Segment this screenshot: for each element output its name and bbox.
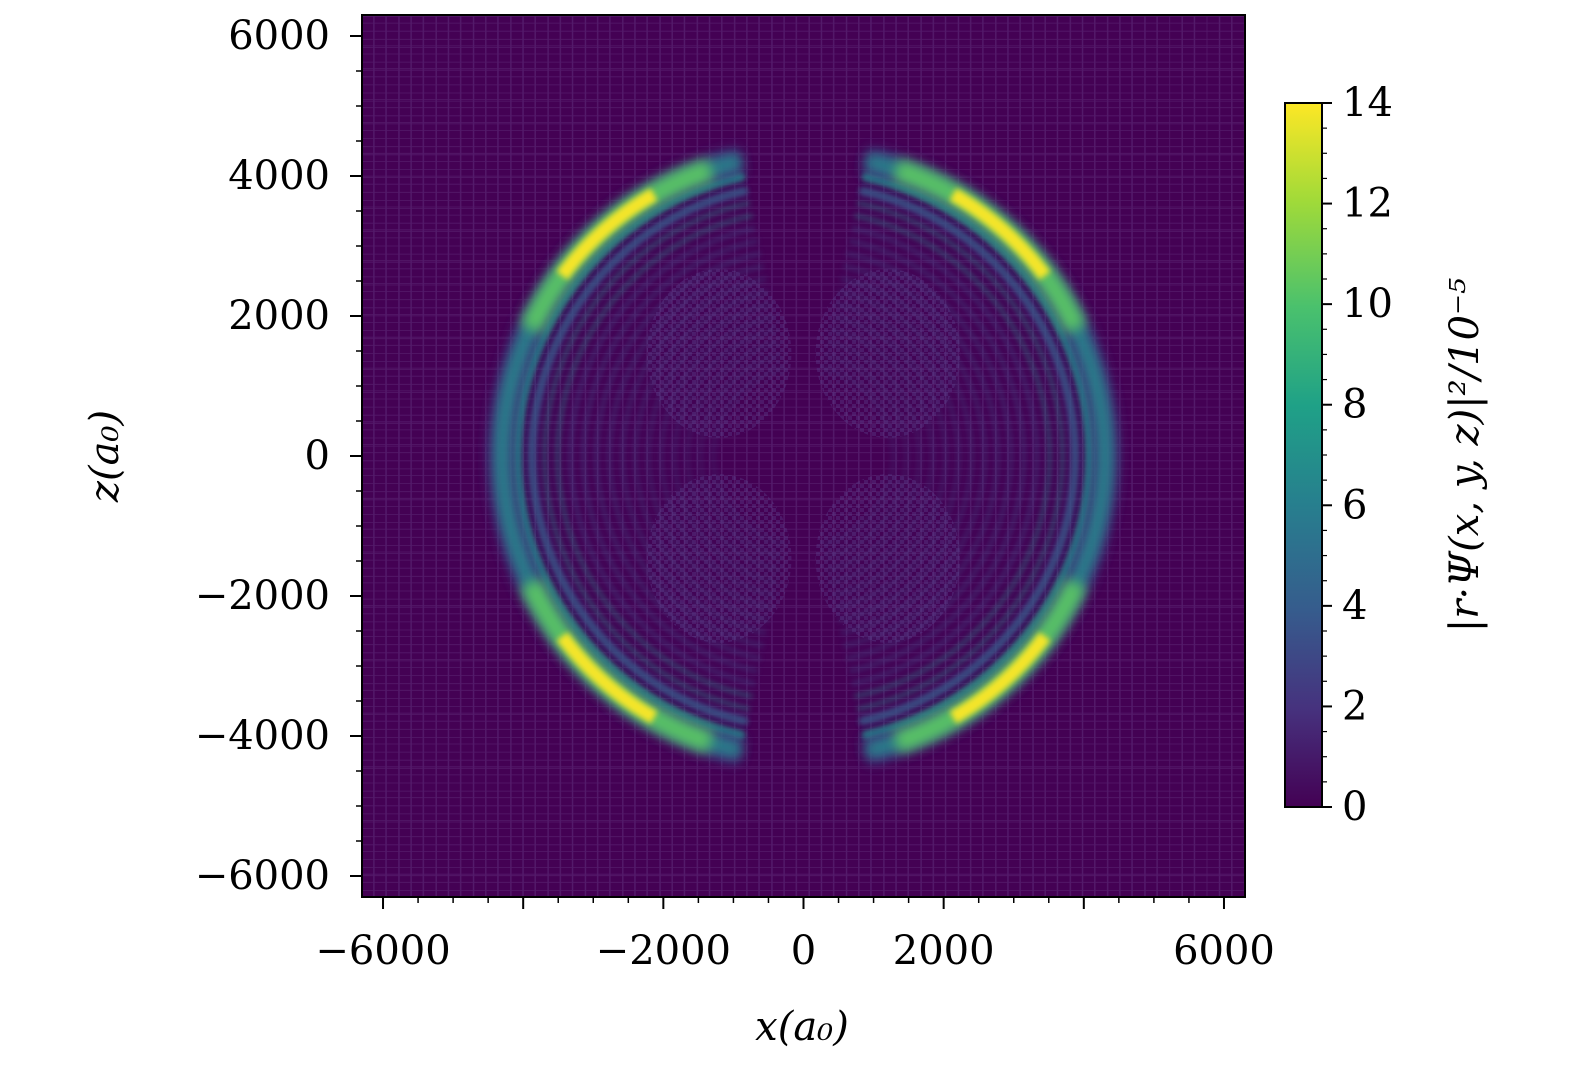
y-axis: −6000 −4000 −2000 0 2000 4000 6000	[195, 13, 362, 899]
y-tick-label: 6000	[228, 13, 330, 59]
y-tick-label: 4000	[228, 153, 330, 199]
peak-crescents	[520, 158, 1087, 754]
y-axis-label: z(a₀)	[82, 410, 128, 503]
colorbar-tick-label: 4	[1342, 583, 1367, 629]
y-tick-label: 0	[305, 433, 330, 479]
colorbar-label: |r·Ψ(x, y, z)|²/10⁻⁵	[1442, 278, 1488, 632]
y-tick-label: 2000	[228, 293, 330, 339]
x-axis: −6000 −2000 0 2000 6000	[315, 897, 1275, 974]
heatmap-area	[361, 14, 1246, 898]
x-axis-label: x(a₀)	[755, 1004, 849, 1050]
y-tick-label: −4000	[195, 713, 330, 759]
colorbar-tick-label: 14	[1342, 80, 1393, 126]
colorbar: 0 2 4 6 8 10 12 14 |r·Ψ(x, y, z)|²/10⁻⁵	[1284, 80, 1488, 830]
colorbar-gradient	[1284, 102, 1323, 808]
colorbar-tick-label: 8	[1342, 382, 1367, 428]
colorbar-tick-label: 6	[1342, 482, 1367, 528]
colorbar-ticks: 0 2 4 6 8 10 12 14	[1322, 80, 1393, 830]
x-tick-label: 0	[791, 928, 816, 974]
x-tick-label: −6000	[315, 928, 450, 974]
colorbar-tick-label: 2	[1342, 683, 1367, 729]
checker-lobes	[646, 269, 961, 643]
x-tick-label: −2000	[596, 928, 731, 974]
colorbar-tick-label: 10	[1342, 281, 1393, 327]
secondary-rings	[513, 172, 1094, 740]
y-tick-label: −6000	[195, 853, 330, 899]
x-tick-label: 2000	[893, 928, 995, 974]
colorbar-tick-label: 12	[1342, 181, 1393, 227]
colorbar-tick-label: 0	[1342, 784, 1367, 830]
y-tick-label: −2000	[195, 573, 330, 619]
heatmap-content	[362, 15, 1245, 897]
x-tick-label: 6000	[1173, 928, 1275, 974]
